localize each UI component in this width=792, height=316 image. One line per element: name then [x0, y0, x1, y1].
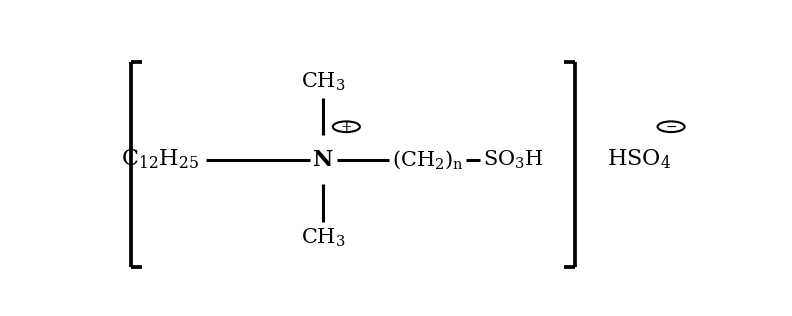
Text: $\mathregular{HSO_4}$: $\mathregular{HSO_4}$ — [607, 148, 671, 171]
Text: $\mathregular{(CH_2)_n}$: $\mathregular{(CH_2)_n}$ — [391, 148, 463, 171]
Text: $\mathregular{C_{12}H_{25}}$: $\mathregular{C_{12}H_{25}}$ — [121, 148, 200, 171]
Text: N: N — [313, 149, 333, 171]
Text: $\mathregular{CH_3}$: $\mathregular{CH_3}$ — [301, 226, 345, 249]
Text: $\mathregular{SO_3H}$: $\mathregular{SO_3H}$ — [483, 149, 543, 171]
Text: +: + — [341, 120, 352, 134]
Text: $\mathregular{CH_3}$: $\mathregular{CH_3}$ — [301, 70, 345, 93]
Text: −: − — [665, 120, 677, 134]
